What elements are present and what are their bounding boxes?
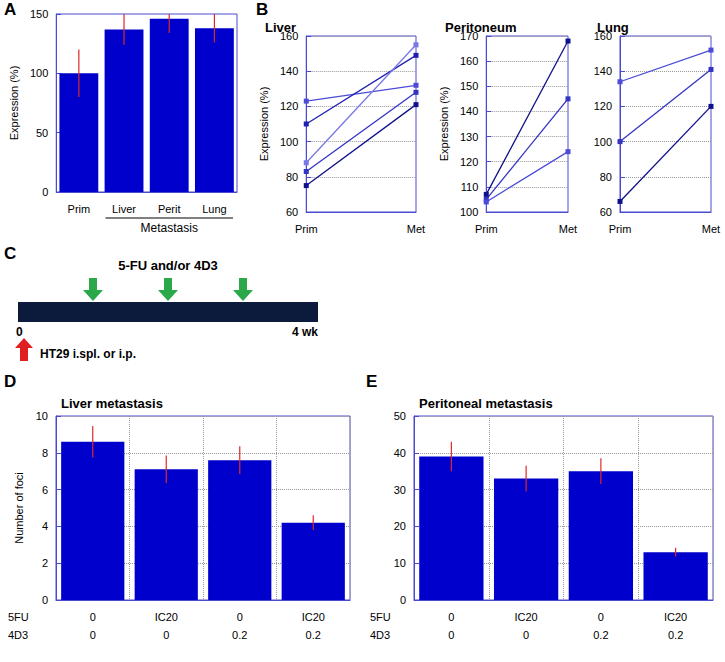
svg-text:Expression (%): Expression (%) (8, 66, 20, 141)
svg-text:Lung: Lung (202, 203, 226, 215)
svg-text:120: 120 (594, 100, 612, 112)
svg-text:0: 0 (16, 325, 23, 339)
svg-text:Met: Met (407, 223, 425, 235)
html-text:E: E (366, 372, 378, 391)
svg-text:60: 60 (600, 206, 612, 218)
svg-text:5FU: 5FU (8, 611, 29, 623)
svg-text:160: 160 (279, 30, 299, 42)
svg-text:120: 120 (460, 156, 478, 168)
svg-text:0: 0 (90, 629, 96, 641)
svg-text:Peritoneal metastasis: Peritoneal metastasis (419, 396, 553, 411)
svg-text:120: 120 (280, 100, 298, 112)
svg-text:Expression (%): Expression (%) (258, 87, 270, 162)
svg-text:150: 150 (30, 8, 48, 20)
svg-text:0: 0 (163, 629, 169, 641)
svg-text:Met: Met (702, 223, 720, 235)
html-text:C: C (4, 244, 17, 263)
svg-text:5FU: 5FU (370, 611, 391, 623)
svg-text:2: 2 (42, 557, 48, 569)
svg-text:0: 0 (523, 629, 529, 641)
svg-text:6: 6 (42, 484, 48, 496)
svg-text:10: 10 (36, 410, 48, 422)
svg-text:4 wk: 4 wk (292, 325, 318, 339)
svg-text:0.2: 0.2 (593, 629, 608, 641)
svg-text:Prim: Prim (295, 223, 318, 235)
svg-text:0: 0 (448, 611, 454, 623)
svg-text:Expression (%): Expression (%) (438, 87, 450, 162)
svg-text:60: 60 (286, 206, 298, 218)
svg-text:160: 160 (593, 30, 612, 42)
html-text:A: A (4, 0, 17, 19)
svg-text:80: 80 (600, 171, 612, 183)
svg-text:Metastasis: Metastasis (141, 221, 198, 235)
svg-text:HT29 i.spl. or i.p.: HT29 i.spl. or i.p. (40, 347, 136, 361)
svg-text:8: 8 (42, 447, 48, 459)
svg-text:30: 30 (394, 484, 406, 496)
svg-text:80: 80 (286, 171, 298, 183)
svg-text:110: 110 (461, 181, 479, 193)
svg-text:Liver metastasis: Liver metastasis (61, 396, 163, 411)
svg-text:20: 20 (394, 520, 406, 532)
svg-text:Prim: Prim (68, 203, 91, 215)
svg-text:10: 10 (394, 557, 406, 569)
svg-text:IC20: IC20 (155, 611, 178, 623)
svg-text:Peritoneum: Peritoneum (445, 20, 517, 35)
svg-text:Met: Met (559, 223, 577, 235)
svg-text:0: 0 (90, 611, 96, 623)
svg-text:100: 100 (280, 136, 298, 148)
svg-text:140: 140 (280, 65, 298, 77)
svg-text:4D3: 4D3 (370, 629, 390, 641)
svg-text:4: 4 (42, 520, 48, 532)
svg-text:Prim: Prim (475, 223, 498, 235)
svg-text:160: 160 (460, 55, 478, 67)
svg-text:40: 40 (394, 447, 406, 459)
svg-text:Prim: Prim (609, 223, 632, 235)
svg-text:0: 0 (237, 611, 243, 623)
svg-text:4D3: 4D3 (8, 629, 28, 641)
html-text:B: B (256, 0, 269, 19)
svg-text:Lung: Lung (597, 20, 629, 35)
html-text:D: D (4, 372, 17, 391)
svg-text:100: 100 (460, 206, 478, 218)
svg-text:Liver: Liver (265, 20, 296, 35)
svg-text:0.2: 0.2 (306, 629, 321, 641)
svg-text:130: 130 (460, 131, 478, 143)
svg-text:IC20: IC20 (515, 611, 538, 623)
svg-text:170: 170 (459, 30, 479, 42)
svg-text:IC20: IC20 (302, 611, 325, 623)
svg-text:0: 0 (448, 629, 454, 641)
svg-text:Liver: Liver (112, 203, 136, 215)
svg-text:Perit: Perit (158, 203, 181, 215)
svg-text:0.2: 0.2 (232, 629, 247, 641)
svg-text:0.2: 0.2 (668, 629, 683, 641)
svg-text:IC20: IC20 (664, 611, 687, 623)
svg-text:140: 140 (460, 105, 478, 117)
svg-text:50: 50 (36, 127, 48, 139)
svg-text:50: 50 (394, 410, 406, 422)
svg-text:150: 150 (460, 80, 478, 92)
svg-text:0: 0 (42, 186, 48, 198)
svg-text:Number of foci: Number of foci (13, 472, 25, 544)
svg-text:0: 0 (42, 594, 48, 606)
svg-text:0: 0 (400, 594, 406, 606)
svg-text:0: 0 (598, 611, 604, 623)
svg-text:100: 100 (594, 136, 612, 148)
svg-text:140: 140 (594, 65, 612, 77)
svg-text:5-FU and/or 4D3: 5-FU and/or 4D3 (118, 258, 218, 273)
svg-text:100: 100 (30, 67, 48, 79)
